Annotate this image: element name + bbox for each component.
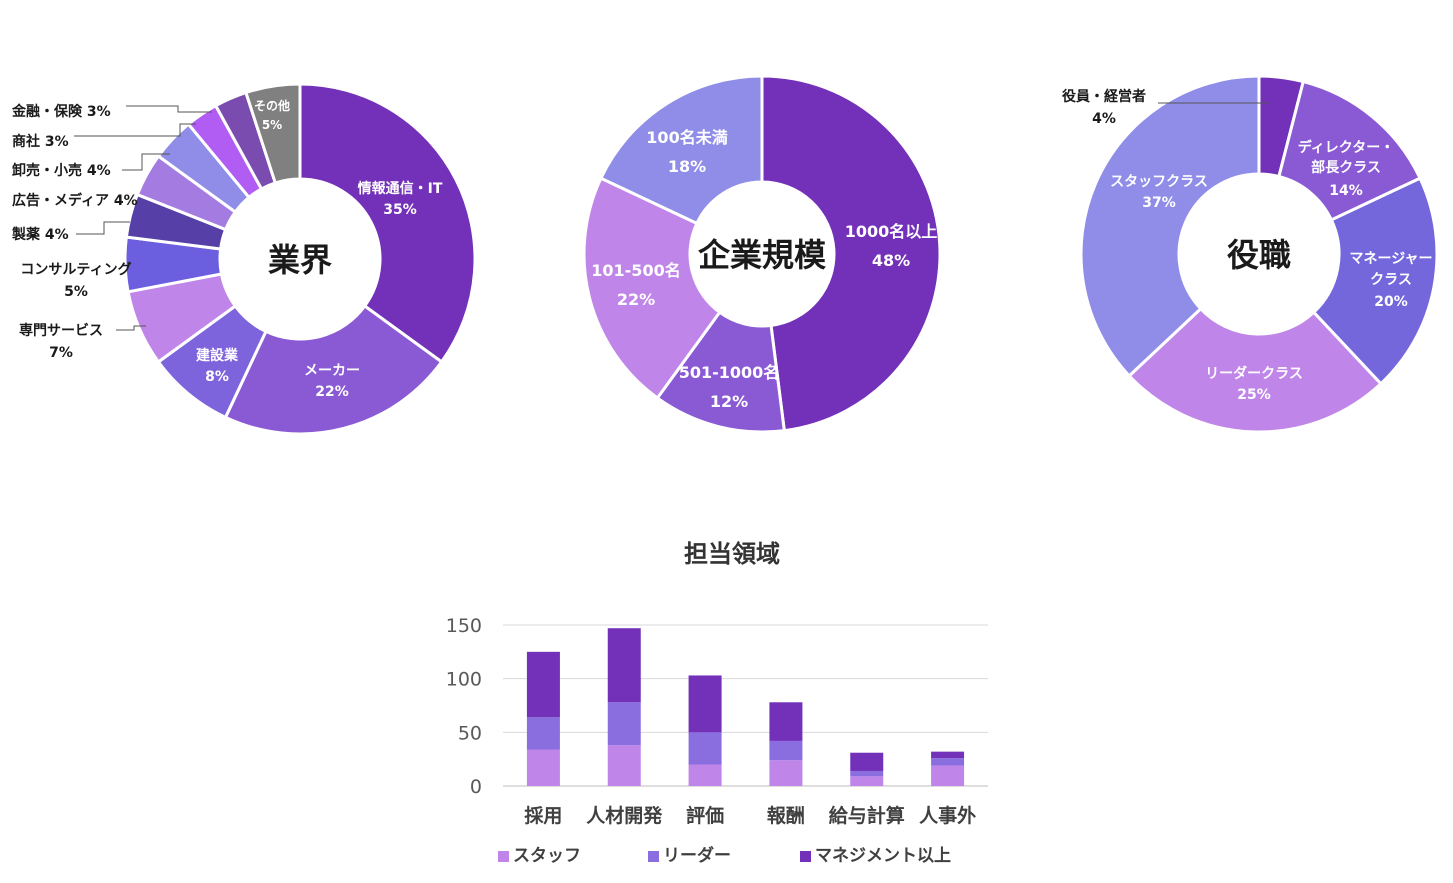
- pie-slice-label: 48%: [872, 251, 910, 270]
- pie-slice: [223, 303, 444, 436]
- x-tick-label: 人事外: [919, 804, 976, 827]
- pie-slice-label: マネージャークラス: [1349, 251, 1432, 288]
- donut-center-title: 業界: [268, 241, 332, 279]
- pie-slice: [298, 82, 477, 364]
- pie-slice-label: 5%: [262, 118, 282, 132]
- legend-label: スタッフ: [513, 846, 581, 866]
- legend-swatch: [498, 851, 509, 862]
- bar-segment: [850, 770, 884, 777]
- pie-slice-label: 501-1000名: [679, 363, 780, 382]
- pie-slice: [598, 74, 764, 226]
- pie-slice: [1127, 306, 1383, 434]
- y-tick-label: 0: [470, 776, 482, 798]
- legend-label: リーダー: [663, 845, 731, 866]
- pie-callout-label: 金融・保険 3%: [11, 103, 111, 120]
- bar-segment: [526, 717, 560, 750]
- pie-slice-label: 12%: [710, 392, 748, 411]
- pie-slice: [760, 74, 942, 433]
- bar-segment: [931, 765, 965, 786]
- pie-callout-label: 7%: [49, 345, 73, 361]
- pie-slice-label: 25%: [1237, 387, 1271, 403]
- callout-leader-line: [126, 105, 212, 113]
- x-tick-label: 人材開発: [586, 804, 663, 827]
- pie-callout-label: 役員・経営者: [1062, 88, 1146, 105]
- bar-segment: [688, 675, 722, 733]
- legend-label: マネジメント以上: [815, 846, 951, 866]
- pie-slice: [1277, 79, 1423, 222]
- bar-segment: [850, 776, 884, 786]
- pie-slice-label: 37%: [1142, 195, 1176, 211]
- pie-slice: [244, 82, 302, 185]
- x-tick-label: 給与計算: [829, 804, 905, 827]
- pie-callout-label: 広告・メディア 4%: [12, 192, 138, 209]
- role-donut-chart: 役職 役員・経営者 4% ディレクター・部長クラス 14% マネージャークラス 20% リーダ…: [1062, 74, 1439, 434]
- pie-slice: [1311, 176, 1439, 386]
- pie-slice-label: リーダークラス: [1205, 365, 1303, 382]
- pie-slice-label: メーカー: [304, 363, 360, 379]
- callout-leader-line: [76, 221, 130, 235]
- bar-segment: [769, 740, 803, 761]
- pie-slice-label: スタッフクラス: [1110, 174, 1208, 190]
- pie-slice-label: 情報通信・IT: [358, 180, 443, 197]
- bar-segment: [769, 760, 803, 786]
- pie-slice-label: 22%: [617, 290, 655, 309]
- x-tick-label: 評価: [686, 804, 724, 827]
- donut-center-title: 役職: [1227, 236, 1291, 274]
- pie-slice-label: ディレクター・部長クラス: [1298, 139, 1394, 176]
- bar-segment: [607, 702, 641, 746]
- pie-slice-label: 14%: [1329, 183, 1363, 199]
- pie-slice: [1079, 74, 1261, 378]
- pie-callout-label: 製薬 4%: [11, 226, 69, 243]
- bar-segment: [850, 752, 884, 771]
- x-tick-label: 採用: [524, 805, 562, 827]
- bar-segment: [769, 702, 803, 741]
- pie-slice-label: 建設業: [196, 347, 239, 364]
- pie-slice-label: 1000名以上: [845, 222, 938, 241]
- bar-segment: [607, 628, 641, 703]
- industry-donut-chart: 業界 情報通信・IT 35% メーカー 22% 建設業 8% その他 5% 金融・保険 3% 商社 …: [11, 82, 477, 436]
- bar-segment: [931, 751, 965, 759]
- pie-slice-label: 18%: [668, 157, 706, 176]
- bar-segment: [931, 758, 965, 766]
- callout-leader-line: [122, 153, 170, 171]
- pie-slice-label: 22%: [315, 384, 349, 400]
- pie-slice: [655, 310, 786, 434]
- x-tick-label: 報酬: [767, 804, 805, 827]
- bar-segment: [526, 749, 560, 786]
- pie-slice: [582, 176, 722, 401]
- pie-slice-label: 20%: [1374, 294, 1408, 310]
- pie-callout-label: 4%: [1092, 111, 1116, 127]
- pie-slice-label: その他: [254, 98, 290, 113]
- bar-segment: [688, 764, 722, 786]
- pie-slice-label: 100名未満: [646, 128, 727, 147]
- donut-center-title: 企業規模: [698, 236, 826, 274]
- pie-slice-label: 8%: [205, 369, 229, 385]
- y-tick-label: 150: [446, 615, 482, 637]
- pie-callout-label: コンサルティング: [20, 261, 131, 278]
- callout-leader-line: [74, 123, 196, 137]
- bar-segment: [607, 745, 641, 786]
- bar-chart-title: 担当領域: [684, 540, 780, 568]
- pie-callout-label: 卸売・小売 4%: [12, 162, 111, 179]
- callout-leader-line: [116, 325, 146, 331]
- pie-slice-label: 35%: [383, 202, 417, 218]
- legend-swatch: [648, 851, 659, 862]
- pie-callout-label: 5%: [64, 284, 88, 300]
- bar-segment: [688, 732, 722, 765]
- y-tick-label: 50: [458, 722, 482, 744]
- legend-swatch: [800, 851, 811, 862]
- pie-slice-label: 101-500名: [591, 261, 680, 280]
- bar-segment: [526, 651, 560, 718]
- y-tick-label: 100: [446, 669, 482, 691]
- pie-callout-label: 専門サービス: [19, 322, 103, 339]
- company-size-donut-chart: 企業規模 1000名以上 48% 501-1000名 12% 101-500名 22% 100…: [582, 74, 942, 434]
- pie-callout-label: 商社 3%: [12, 133, 69, 150]
